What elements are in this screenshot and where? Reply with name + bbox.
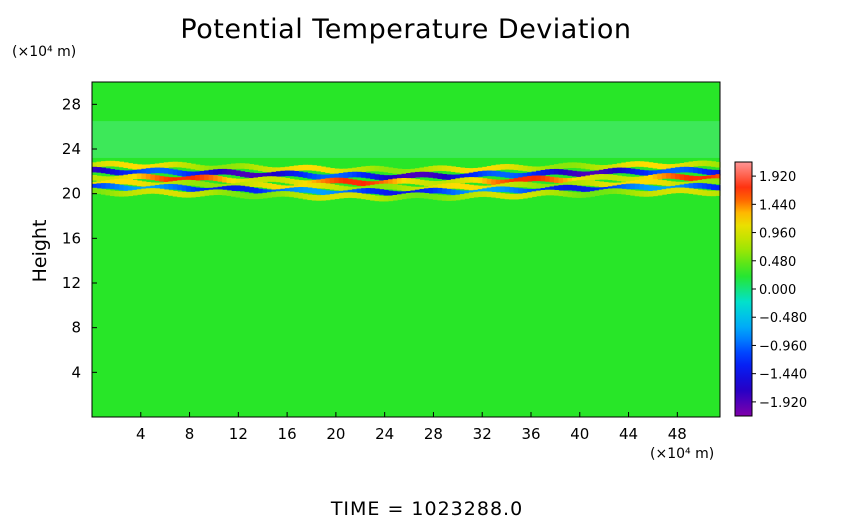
x-tick-label: 24 — [375, 425, 394, 443]
colorbar-tick-label: 1.920 — [759, 170, 796, 185]
x-tick-label: 44 — [619, 425, 638, 443]
y-tick-label: 4 — [71, 363, 81, 381]
y-axis-unit-label: (×10⁴ m) — [12, 44, 77, 60]
colorbar-tick-label: 0.000 — [759, 283, 796, 298]
colorbar-tick-label: −0.960 — [759, 339, 807, 354]
colorbar-tick-label: 0.480 — [759, 255, 796, 270]
colorbar-tick-label: 1.440 — [759, 198, 796, 213]
colorbar-tick-label: −1.920 — [759, 396, 807, 411]
y-tick-label: 24 — [62, 140, 81, 158]
plot-area — [92, 82, 721, 417]
colorbar-tick-label: 0.960 — [759, 227, 796, 242]
x-tick-label: 36 — [521, 425, 540, 443]
colorbar-tick-label: −1.440 — [759, 368, 807, 383]
x-tick-label: 48 — [668, 425, 687, 443]
y-tick-label: 12 — [62, 274, 81, 292]
x-axis-unit-label: (×10⁴ m) — [650, 446, 715, 462]
disturbance-band — [92, 173, 721, 187]
x-tick-label: 20 — [326, 425, 345, 443]
x-tick-label: 40 — [570, 425, 589, 443]
x-tick-label: 32 — [473, 425, 492, 443]
y-tick-label: 28 — [62, 95, 81, 113]
y-tick-label: 16 — [62, 229, 81, 247]
colorbar: 1.920 1.440 0.960 0.480 0.000 −0.480 −0.960 −1.… — [734, 161, 807, 417]
colorbar-gradient — [734, 161, 753, 417]
time-footer: TIME = 1023288.0 — [330, 498, 524, 519]
x-tick-label: 28 — [424, 425, 443, 443]
y-tick-label: 20 — [62, 185, 81, 203]
plot-frame — [91, 81, 721, 418]
x-tick-label: 16 — [278, 425, 297, 443]
colorbar-tick-label: −0.480 — [759, 311, 807, 326]
disturbance-band — [92, 166, 721, 181]
x-tick-label: 4 — [136, 425, 146, 443]
x-tick-label: 8 — [185, 425, 195, 443]
x-tick-label: 12 — [229, 425, 248, 443]
upper-wave-region — [92, 121, 720, 158]
chart-title: Potential Temperature Deviation — [180, 14, 632, 45]
disturbance-band — [92, 187, 721, 202]
disturbance-band — [92, 160, 721, 175]
y-tick-label: 8 — [71, 319, 81, 337]
